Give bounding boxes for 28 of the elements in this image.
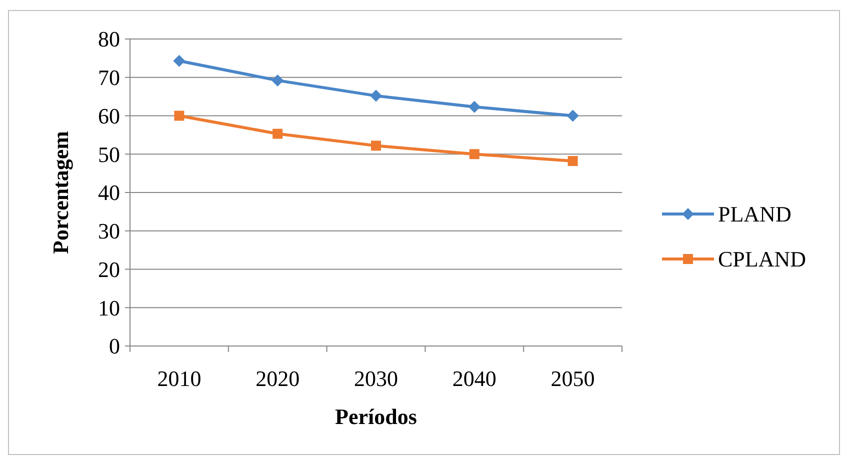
legend-label: CPLAND [718, 246, 806, 272]
y-tick-label: 20 [98, 256, 120, 282]
y-tick-label: 80 [98, 26, 120, 52]
y-tick-label: 50 [98, 142, 120, 167]
point [566, 110, 579, 122]
legend-label: PLAND [718, 202, 792, 227]
point [272, 74, 284, 86]
point [568, 156, 578, 166]
point [370, 90, 382, 102]
y-tick-label: 70 [98, 65, 120, 90]
point [173, 54, 186, 67]
y-axis-title: Porcentagem [48, 131, 73, 254]
x-tick-label: 2030 [354, 366, 398, 391]
y-tick-label: 40 [98, 180, 120, 206]
point [174, 110, 184, 121]
y-tick-label: 30 [98, 218, 120, 244]
y-tick-label: 0 [109, 334, 120, 359]
point [371, 140, 381, 151]
x-tick-label: 2020 [256, 366, 300, 391]
point [468, 100, 480, 113]
y-tick-label: 10 [98, 295, 120, 320]
x-tick-label: 2050 [550, 366, 595, 391]
x-tick-label: 2040 [452, 366, 496, 391]
y-tick-label: 60 [98, 103, 120, 128]
point [272, 128, 283, 139]
point [469, 149, 480, 160]
x-axis-title: Períodos [335, 404, 418, 429]
x-tick-label: 2010 [157, 366, 202, 391]
